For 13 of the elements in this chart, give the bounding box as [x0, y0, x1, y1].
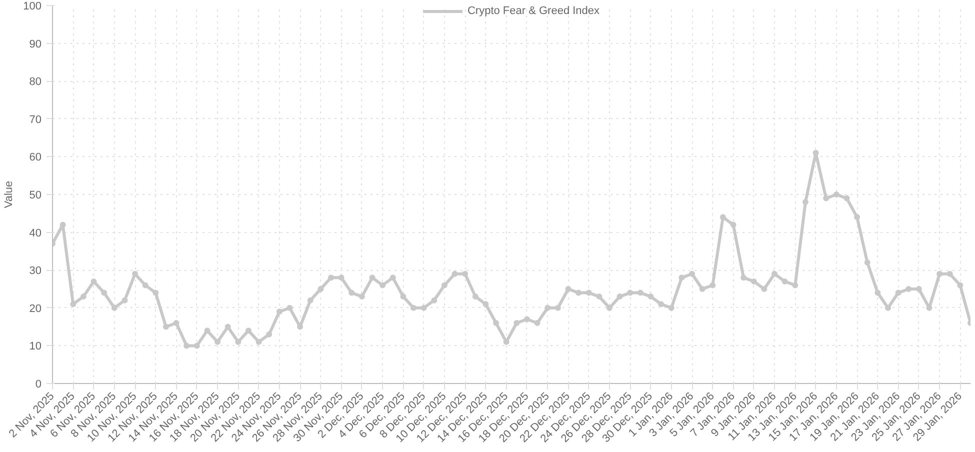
y-tick-label: 80	[29, 76, 42, 88]
y-axis-title: Value	[3, 180, 16, 208]
legend-label: Crypto Fear & Greed Index	[467, 5, 600, 17]
y-tick-label: 40	[29, 227, 42, 240]
y-tick-label: 10	[29, 340, 42, 353]
y-tick-label: 90	[29, 38, 42, 50]
y-tick-label: 0	[35, 378, 42, 390]
y-tick-label: 100	[23, 0, 42, 12]
y-tick-label: 20	[29, 302, 42, 315]
y-tick-label: 30	[29, 265, 42, 278]
y-tick-label: 70	[29, 114, 42, 126]
y-tick-label: 60	[29, 152, 42, 164]
y-tick-label: 50	[29, 190, 42, 202]
